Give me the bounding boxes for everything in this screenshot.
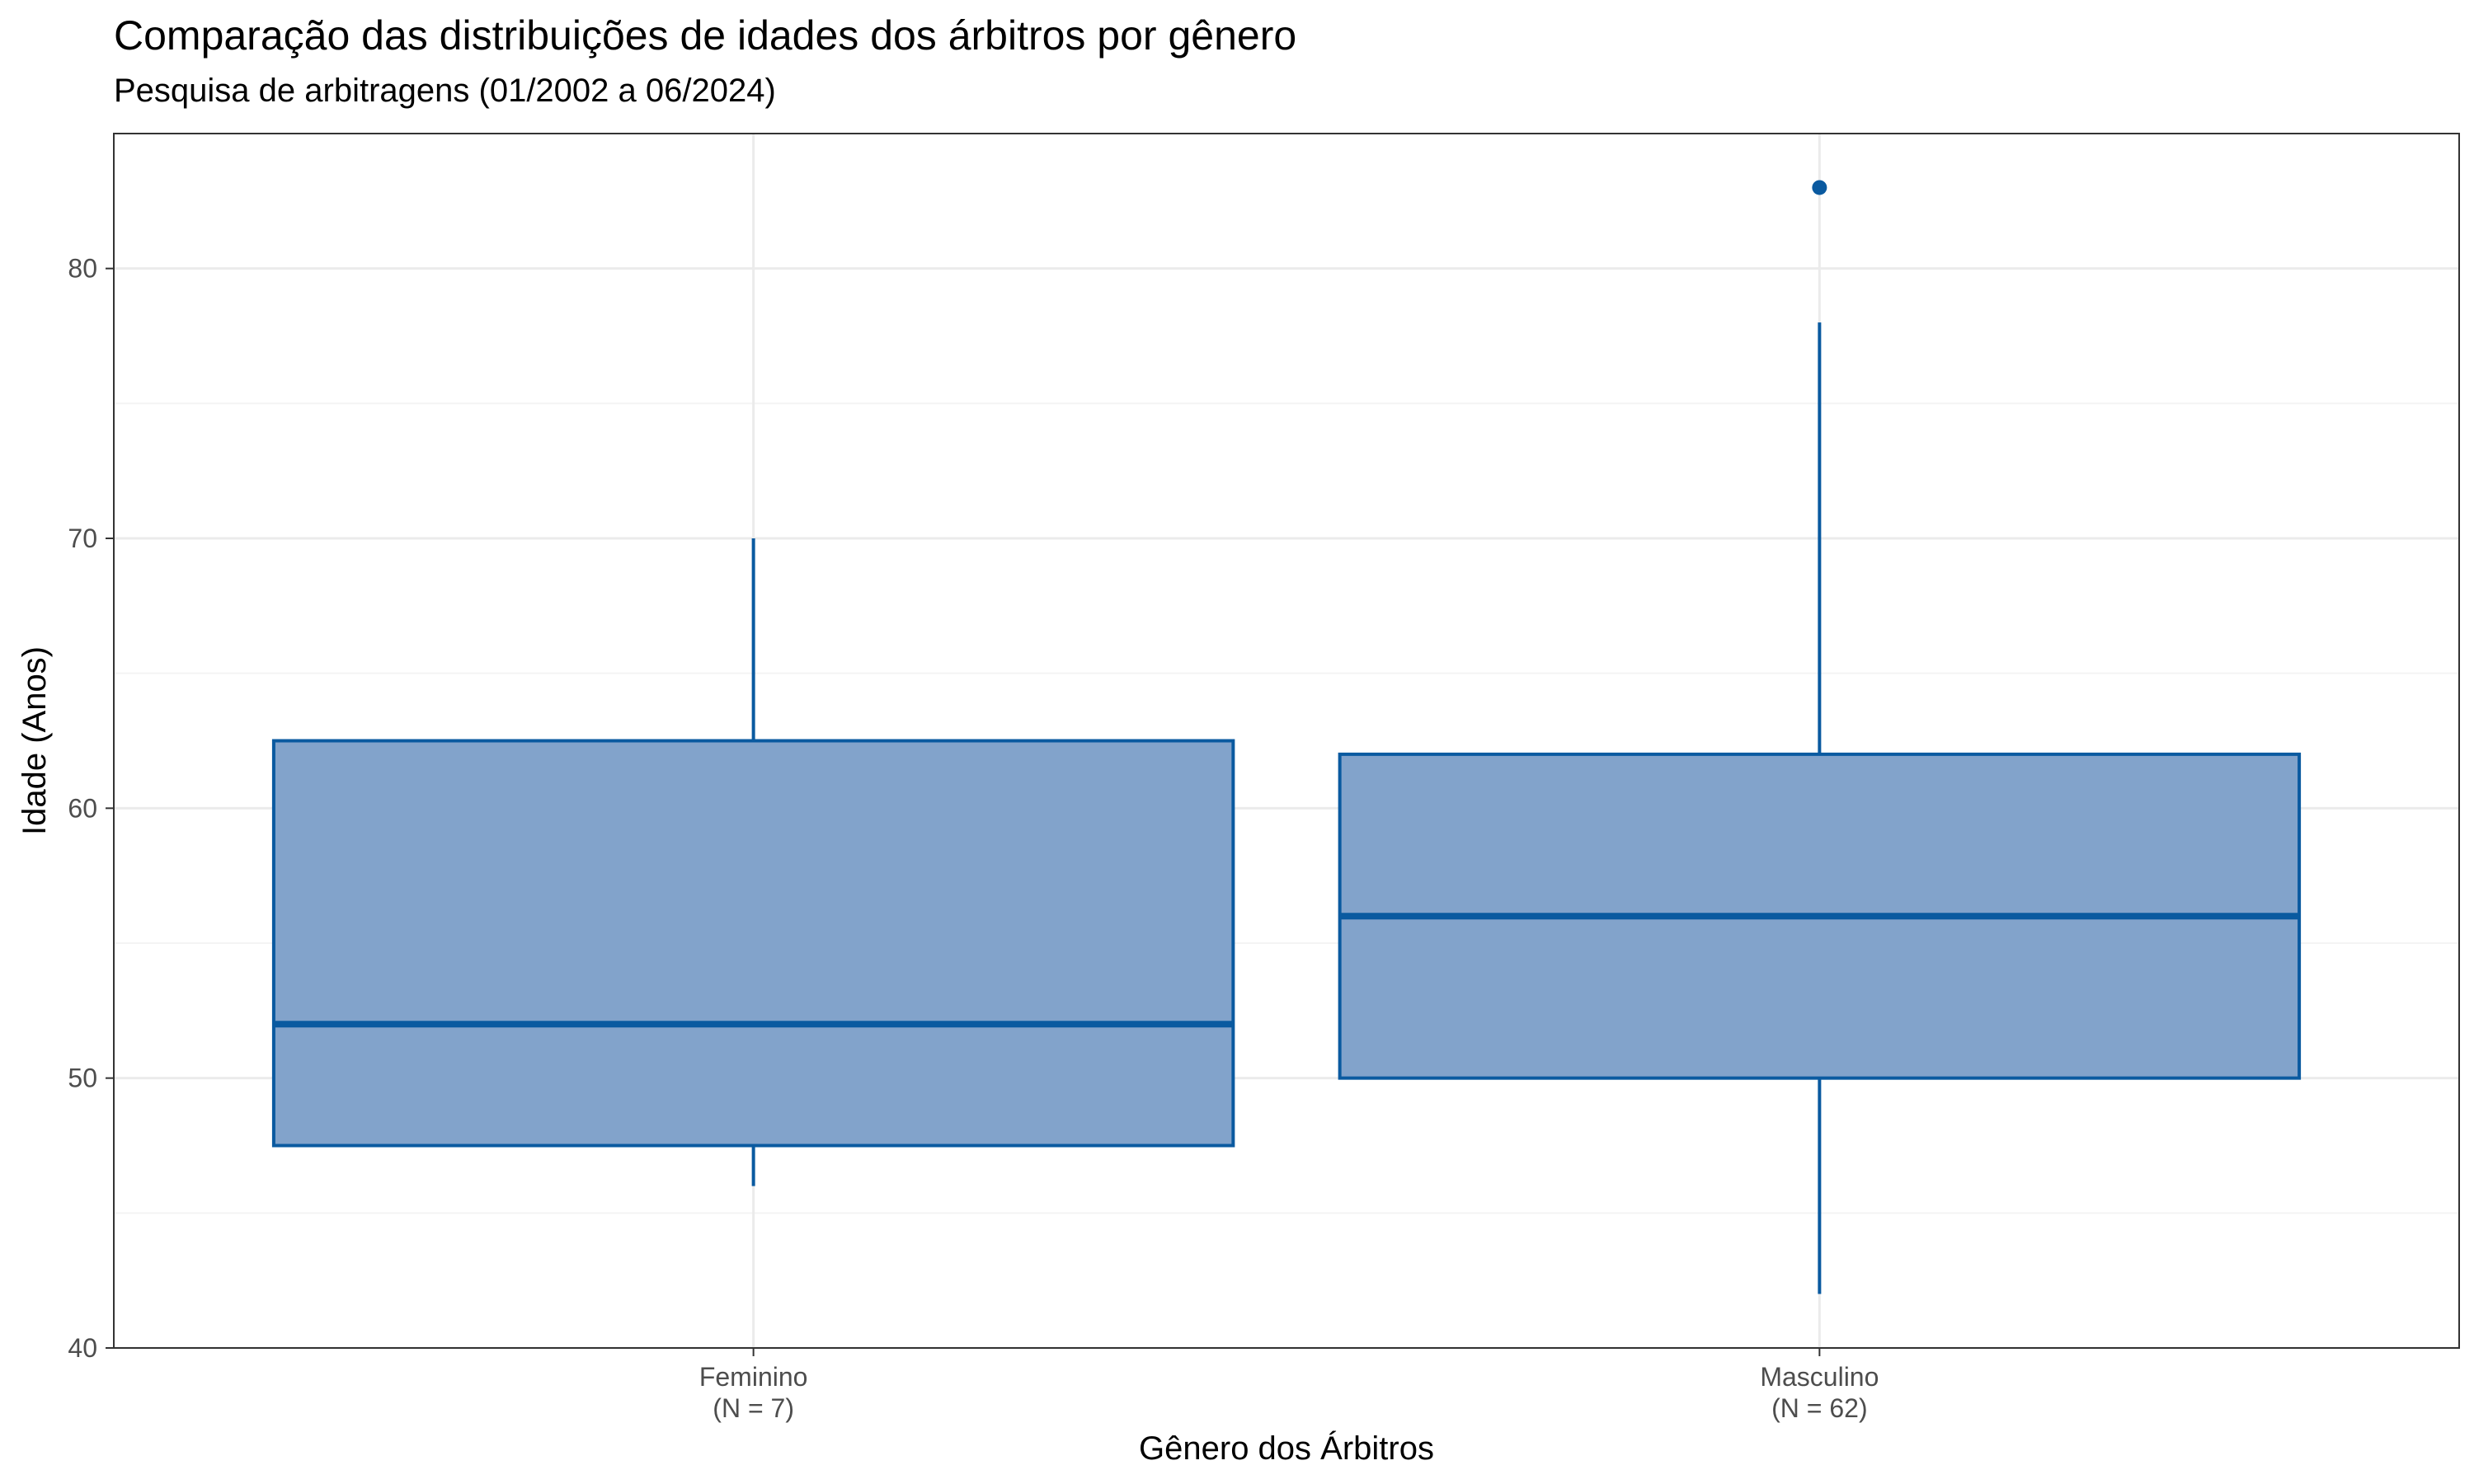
outlier-point [1812, 180, 1827, 195]
y-tick-label: 80 [68, 254, 97, 284]
x-tick-label: Feminino [699, 1362, 808, 1392]
y-tick-label: 70 [68, 524, 97, 553]
box-iqr [271, 739, 1235, 1148]
x-tick-count-label: (N = 7) [713, 1393, 794, 1423]
chart-title: Comparação das distribuições de idades d… [114, 12, 1297, 59]
y-tick-label: 50 [68, 1064, 97, 1093]
box-layer [271, 180, 2302, 1294]
y-axis-title: Idade (Anos) [16, 646, 53, 835]
panel-border [113, 133, 2460, 1349]
y-tick-label: 60 [68, 793, 97, 823]
chart-subtitle: Pesquisa de arbitragens (01/2002 a 06/20… [114, 73, 776, 109]
axis-layer: 40 50 60 70 80 Feminino(N = 7) Masculino(N = 6… [68, 254, 1879, 1423]
y-tick-label: 40 [68, 1333, 97, 1363]
x-tick-label: Masculino [1760, 1362, 1879, 1392]
x-axis-title: Gênero dos Árbitros [1139, 1430, 1434, 1467]
x-tick-count-label: (N = 62) [1771, 1393, 1867, 1423]
